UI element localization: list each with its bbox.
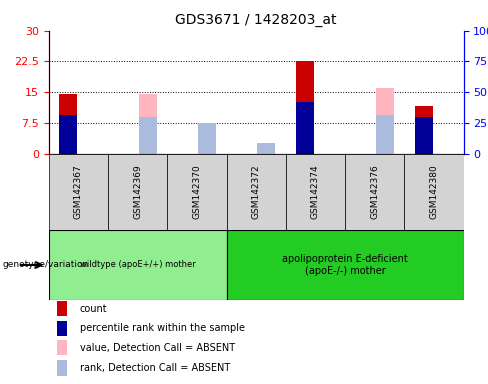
Bar <box>405 154 464 230</box>
Bar <box>286 154 345 230</box>
Text: GSM142372: GSM142372 <box>252 165 261 219</box>
Text: wildtype (apoE+/+) mother: wildtype (apoE+/+) mother <box>80 260 196 270</box>
Bar <box>257 143 275 154</box>
Text: GSM142369: GSM142369 <box>133 165 142 219</box>
Bar <box>60 115 77 154</box>
Bar <box>226 154 286 230</box>
Text: value, Detection Call = ABSENT: value, Detection Call = ABSENT <box>80 343 235 353</box>
Bar <box>345 154 405 230</box>
Bar <box>108 154 167 230</box>
Bar <box>198 125 216 154</box>
Bar <box>57 340 67 355</box>
Text: GSM142376: GSM142376 <box>370 165 379 219</box>
Bar <box>198 123 216 154</box>
Text: genotype/variation: genotype/variation <box>2 260 89 270</box>
Bar <box>57 360 67 376</box>
Text: GSM142374: GSM142374 <box>311 165 320 219</box>
Bar <box>57 321 67 336</box>
Text: GSM142370: GSM142370 <box>192 165 202 219</box>
Bar <box>226 230 464 300</box>
Title: GDS3671 / 1428203_at: GDS3671 / 1428203_at <box>176 13 337 27</box>
Bar <box>415 106 433 154</box>
Bar <box>167 154 226 230</box>
Text: count: count <box>80 304 107 314</box>
Bar <box>297 103 314 154</box>
Text: rank, Detection Call = ABSENT: rank, Detection Call = ABSENT <box>80 363 230 373</box>
Text: apolipoprotein E-deficient
(apoE-/-) mother: apolipoprotein E-deficient (apoE-/-) mot… <box>282 254 408 276</box>
Bar <box>376 88 394 154</box>
Text: GSM142380: GSM142380 <box>429 165 439 219</box>
Bar <box>49 230 226 300</box>
Text: percentile rank within the sample: percentile rank within the sample <box>80 323 245 333</box>
Text: GSM142367: GSM142367 <box>74 165 83 219</box>
Bar <box>415 117 433 154</box>
Bar <box>139 117 157 154</box>
Bar <box>297 61 314 154</box>
Bar <box>376 115 394 154</box>
Bar <box>57 301 67 316</box>
Bar <box>139 94 157 154</box>
Bar <box>49 154 108 230</box>
Bar <box>60 94 77 154</box>
Bar <box>257 146 275 154</box>
